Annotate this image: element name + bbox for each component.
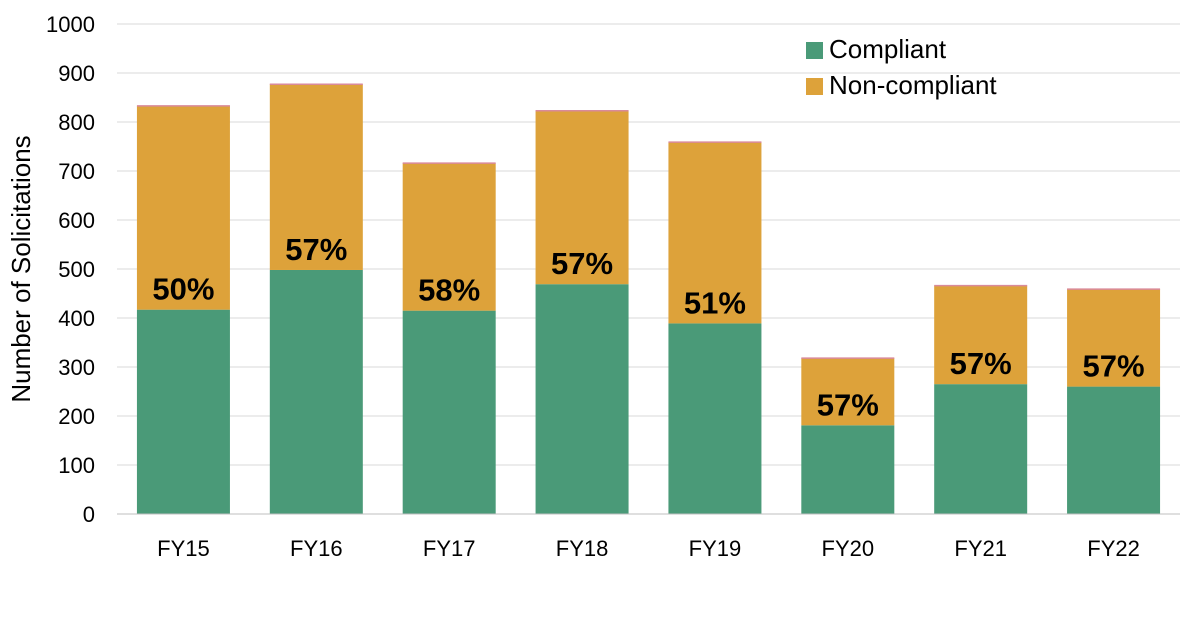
x-axis-ticks: FY15 FY16 FY17 FY18 FY19 FY20 FY21 FY22 — [157, 536, 1140, 561]
bar-compliant-fy15 — [136, 309, 230, 514]
bar-non-compliant-fy15 — [136, 105, 230, 310]
y-axis-ticks: 0 100 200 300 400 500 600 700 800 900 1000 — [46, 12, 95, 527]
legend-swatch — [806, 78, 823, 95]
data-label-fy16: 57% — [285, 232, 347, 267]
bar-non-compliant-fy16 — [269, 84, 363, 270]
y-tick-label: 100 — [58, 453, 95, 478]
data-label-fy20: 57% — [817, 387, 879, 422]
legend: Compliant Non-compliant — [806, 34, 997, 100]
bars — [136, 83, 1161, 514]
bar-compliant-fy16 — [269, 269, 363, 514]
y-tick-label: 800 — [58, 110, 95, 135]
y-tick-label: 300 — [58, 355, 95, 380]
y-tick-label: 900 — [58, 61, 95, 86]
bar-non-compliant-fy19 — [668, 142, 762, 324]
y-tick-label: 200 — [58, 404, 95, 429]
y-tick-label: 700 — [58, 159, 95, 184]
data-label-fy17: 58% — [418, 273, 480, 308]
bar-non-compliant-fy22 — [1067, 289, 1161, 387]
data-label-fy15: 50% — [152, 272, 214, 307]
data-labels: 50% 57% 58% 57% 51% 57% 57% 57% — [152, 232, 1144, 422]
bar-non-compliant-fy20 — [801, 358, 895, 426]
x-tick-label: FY22 — [1087, 536, 1140, 561]
bar-non-compliant-fy21 — [934, 285, 1028, 385]
y-tick-label: 400 — [58, 306, 95, 331]
y-tick-label: 600 — [58, 208, 95, 233]
x-tick-label: FY17 — [423, 536, 476, 561]
y-tick-label: 1000 — [46, 12, 95, 37]
y-axis-title: Number of Solicitations — [6, 135, 36, 402]
bar-compliant-fy19 — [668, 323, 762, 514]
legend-label: Compliant — [829, 34, 947, 64]
x-tick-label: FY20 — [822, 536, 875, 561]
bar-non-compliant-fy18 — [535, 110, 629, 285]
x-tick-label: FY21 — [954, 536, 1007, 561]
legend-label: Non-compliant — [829, 70, 997, 100]
bar-non-compliant-fy17 — [402, 163, 496, 311]
data-label-fy18: 57% — [551, 246, 613, 281]
data-label-fy19: 51% — [684, 285, 746, 320]
data-label-fy21: 57% — [950, 346, 1012, 381]
legend-swatch — [806, 42, 823, 59]
bar-compliant-fy18 — [535, 284, 629, 514]
y-tick-label: 0 — [83, 502, 95, 527]
bar-compliant-fy17 — [402, 310, 496, 514]
x-tick-label: FY16 — [290, 536, 343, 561]
y-tick-label: 500 — [58, 257, 95, 282]
x-tick-label: FY19 — [689, 536, 742, 561]
x-tick-label: FY18 — [556, 536, 609, 561]
data-label-fy22: 57% — [1083, 349, 1145, 384]
bar-compliant-fy21 — [934, 384, 1028, 514]
bar-compliant-fy22 — [1067, 386, 1161, 514]
bar-compliant-fy20 — [801, 425, 895, 514]
x-tick-label: FY15 — [157, 536, 210, 561]
